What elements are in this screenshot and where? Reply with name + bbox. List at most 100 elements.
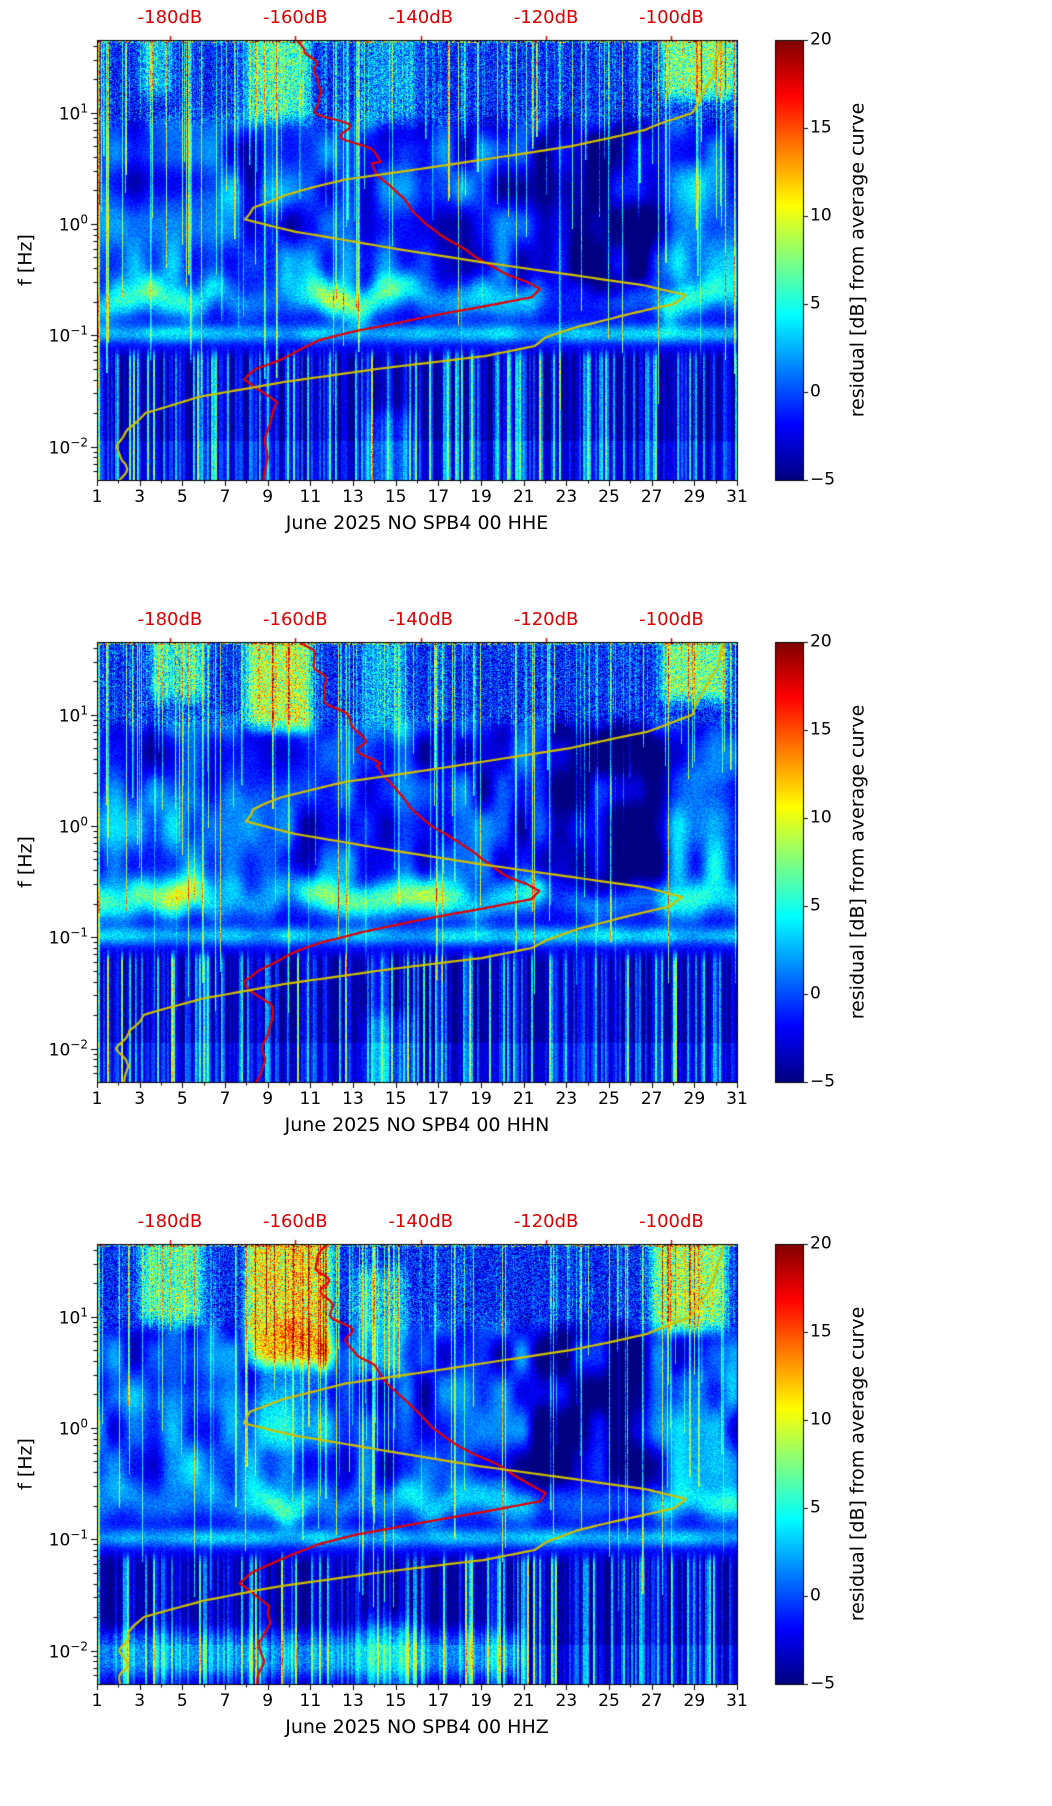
panel-spectrogram-hhe: -180dB -160dB -140dB -120dB -100dB f [Hz] 10… xyxy=(0,0,1052,602)
top-db-tick-label: -180dB xyxy=(137,1211,203,1232)
x-tick-label: 3 xyxy=(134,487,146,507)
colorbar-label: residual [dB] from average curve xyxy=(846,704,869,1020)
colorbar-tick-label: 15 xyxy=(810,117,832,138)
x-tick-label: 7 xyxy=(219,1089,231,1109)
x-tick-label: 25 xyxy=(598,487,620,507)
spectrogram-canvas-hhe xyxy=(0,0,1052,602)
x-tick-label: 9 xyxy=(262,487,274,507)
colorbar-tick-label: 10 xyxy=(810,1409,832,1430)
x-tick-label: 9 xyxy=(262,1089,274,1109)
x-tick-label: 5 xyxy=(176,1089,188,1109)
x-tick-label: 1 xyxy=(91,1089,103,1109)
x-tick-label: 13 xyxy=(342,487,364,507)
x-tick-label: 31 xyxy=(726,487,748,507)
x-tick-label: 3 xyxy=(134,1089,146,1109)
top-db-tick-label: -160dB xyxy=(263,7,328,28)
x-tick-label: 29 xyxy=(683,487,706,507)
top-db-tick-label: -100dB xyxy=(639,7,704,28)
y-tick-label: 101 xyxy=(58,1305,88,1328)
x-tick-label: 17 xyxy=(427,1089,450,1109)
spectrogram-canvas-hhn xyxy=(0,602,1052,1204)
top-db-tick-label: -120dB xyxy=(513,1211,579,1232)
colorbar-tick-label: 5 xyxy=(810,1497,821,1518)
spectrogram-canvas-hhz xyxy=(0,1204,1052,1806)
x-tick-label: 1 xyxy=(91,487,103,507)
colorbar-tick-label: 0 xyxy=(810,1585,821,1606)
x-tick-label: 11 xyxy=(299,1089,322,1109)
x-tick-label: 15 xyxy=(384,1691,407,1711)
top-db-tick-label: -160dB xyxy=(263,1211,328,1232)
y-tick-label: 10−2 xyxy=(48,1639,88,1662)
top-db-tick-label: -140dB xyxy=(388,7,454,28)
x-tick-label: 5 xyxy=(176,1691,188,1711)
x-tick-label: 23 xyxy=(555,1089,578,1109)
x-tick-label: 25 xyxy=(598,1089,620,1109)
colorbar-tick-label: −5 xyxy=(810,469,836,490)
x-tick-label: 19 xyxy=(470,487,492,507)
x-tick-label: 31 xyxy=(726,1691,748,1711)
x-axis-label: June 2025 NO SPB4 00 HHZ xyxy=(285,1716,549,1738)
x-tick-label: 21 xyxy=(512,1691,535,1711)
x-tick-label: 7 xyxy=(219,1691,231,1711)
x-axis-label: June 2025 NO SPB4 00 HHN xyxy=(284,1114,550,1136)
x-tick-label: 13 xyxy=(342,1691,364,1711)
top-db-tick-label: -100dB xyxy=(639,609,704,630)
x-tick-label: 13 xyxy=(342,1089,364,1109)
x-tick-label: 19 xyxy=(470,1089,492,1109)
top-db-tick-label: -120dB xyxy=(513,7,579,28)
colorbar-tick-label: 15 xyxy=(810,1321,832,1342)
x-tick-label: 17 xyxy=(427,1691,450,1711)
x-tick-label: 5 xyxy=(176,487,188,507)
x-tick-label: 21 xyxy=(512,487,535,507)
x-tick-label: 23 xyxy=(555,487,578,507)
y-tick-label: 10−1 xyxy=(48,1527,88,1551)
y-tick-label: 10−2 xyxy=(48,435,88,458)
colorbar-tick-label: 10 xyxy=(810,807,832,828)
colorbar-label: residual [dB] from average curve xyxy=(846,102,869,418)
x-tick-label: 7 xyxy=(219,487,231,507)
x-tick-label: 31 xyxy=(726,1089,748,1109)
x-tick-label: 25 xyxy=(598,1691,620,1711)
x-tick-label: 9 xyxy=(262,1691,274,1711)
x-tick-label: 29 xyxy=(683,1691,706,1711)
colorbar-tick-label: 15 xyxy=(810,719,832,740)
x-tick-label: 11 xyxy=(299,487,322,507)
x-tick-label: 19 xyxy=(470,1691,492,1711)
y-tick-label: 10−2 xyxy=(48,1037,88,1060)
y-axis-label: f [Hz] xyxy=(14,836,37,888)
top-db-tick-label: -120dB xyxy=(513,609,579,630)
colorbar-tick-label: 20 xyxy=(810,29,832,50)
colorbar-tick-label: 5 xyxy=(810,895,821,916)
x-tick-label: 27 xyxy=(640,1089,663,1109)
y-tick-label: 101 xyxy=(58,101,88,124)
colorbar-tick-label: 5 xyxy=(810,293,821,314)
y-tick-label: 100 xyxy=(58,212,88,236)
x-tick-label: 21 xyxy=(512,1089,535,1109)
top-db-tick-label: -140dB xyxy=(388,1211,454,1232)
panel-spectrogram-hhn: -180dB -160dB -140dB -120dB -100dB f [Hz] 10… xyxy=(0,602,1052,1204)
y-axis-label: f [Hz] xyxy=(14,234,37,286)
x-tick-label: 15 xyxy=(384,487,407,507)
x-tick-label: 17 xyxy=(427,487,450,507)
colorbar-tick-label: 20 xyxy=(810,1233,832,1254)
x-tick-label: 23 xyxy=(555,1691,578,1711)
colorbar-tick-label: 0 xyxy=(810,983,821,1004)
colorbar-tick-label: 0 xyxy=(810,381,821,402)
top-db-tick-label: -140dB xyxy=(388,609,454,630)
y-tick-label: 10−1 xyxy=(48,323,88,347)
colorbar-tick-label: 20 xyxy=(810,631,832,652)
colorbar-label: residual [dB] from average curve xyxy=(846,1306,869,1622)
x-tick-label: 27 xyxy=(640,487,663,507)
top-db-tick-label: -160dB xyxy=(263,609,328,630)
y-tick-label: 101 xyxy=(58,703,88,726)
x-tick-label: 15 xyxy=(384,1089,407,1109)
x-axis-label: June 2025 NO SPB4 00 HHE xyxy=(285,512,549,534)
x-tick-label: 3 xyxy=(134,1691,146,1711)
y-tick-label: 100 xyxy=(58,814,88,838)
x-tick-label: 29 xyxy=(683,1089,706,1109)
y-tick-label: 10−1 xyxy=(48,925,88,949)
y-axis-label: f [Hz] xyxy=(14,1438,37,1490)
panel-spectrogram-hhz: -180dB -160dB -140dB -120dB -100dB f [Hz] 10… xyxy=(0,1204,1052,1806)
colorbar-tick-label: −5 xyxy=(810,1673,836,1694)
x-tick-label: 1 xyxy=(91,1691,103,1711)
